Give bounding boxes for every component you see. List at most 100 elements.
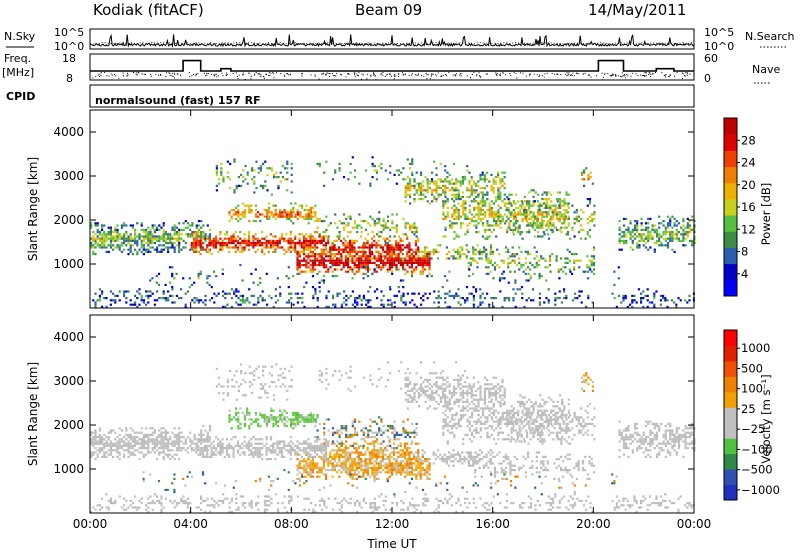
- scatter-cell: [237, 290, 240, 293]
- scatter-cell: [140, 438, 143, 441]
- scatter-cell: [101, 244, 104, 247]
- scatter-cell: [481, 235, 485, 238]
- scatter-cell: [105, 235, 108, 238]
- scatter-cell: [254, 244, 257, 247]
- scatter-cell: [189, 438, 192, 441]
- scatter-cell: [316, 253, 319, 256]
- scatter-cell: [669, 224, 672, 227]
- scatter-cell: [309, 246, 312, 249]
- scatter-cell: [305, 281, 308, 284]
- scatter-cell: [112, 248, 115, 251]
- scatter-cell: [488, 211, 491, 214]
- scatter-cell: [450, 294, 453, 297]
- scatter-cell: [684, 231, 687, 234]
- scatter-cell: [298, 272, 301, 275]
- nave-point: [325, 73, 327, 75]
- scatter-cell: [261, 290, 264, 293]
- scatter-cell: [237, 297, 240, 300]
- scatter-cell: [307, 255, 310, 258]
- scatter-cell: [386, 246, 389, 249]
- scatter-cell: [292, 418, 295, 421]
- scatter-cell: [408, 248, 411, 251]
- scatter-cell: [426, 255, 429, 258]
- scatter-cell: [386, 250, 389, 253]
- nave-point: [263, 76, 264, 78]
- scatter-cell: [129, 244, 132, 247]
- scatter-cell: [109, 303, 112, 306]
- scatter-cell: [543, 233, 546, 236]
- scatter-cell: [240, 184, 243, 187]
- scatter-cell: [393, 257, 396, 260]
- scatter-cell: [156, 248, 159, 251]
- scatter-cell: [557, 268, 560, 271]
- scatter-cell: [375, 264, 378, 267]
- scatter-cell: [477, 211, 480, 214]
- scatter-cell: [184, 442, 187, 445]
- scatter-cell: [233, 191, 236, 194]
- scatter-cell: [112, 237, 115, 240]
- scatter-cell: [442, 211, 445, 214]
- scatter-cell: [226, 176, 229, 179]
- scatter-cell: [250, 422, 253, 425]
- scatter-cell: [479, 176, 482, 179]
- scatter-cell: [399, 257, 402, 260]
- nave-point: [402, 73, 404, 75]
- scatter-cell: [261, 248, 264, 251]
- scatter-cell: [109, 228, 112, 231]
- scatter-cell: [629, 303, 632, 306]
- nave-point: [470, 77, 471, 79]
- scatter-cell: [464, 209, 467, 212]
- scatter-cell: [673, 222, 676, 225]
- scatter-cell: [395, 294, 398, 297]
- scatter-cell: [311, 268, 314, 271]
- scatter-cell: [158, 297, 161, 300]
- scatter-cell: [167, 242, 170, 245]
- scatter-cell: [156, 226, 159, 229]
- scatter-cell: [120, 226, 123, 229]
- nave-point: [623, 74, 625, 76]
- scatter-cell: [276, 244, 279, 247]
- scatter-cell: [424, 195, 427, 198]
- nave-point: [197, 73, 199, 75]
- scatter-cell: [127, 440, 130, 443]
- scatter-cell: [312, 414, 315, 417]
- scatter-cell: [336, 257, 339, 260]
- nave-point: [546, 72, 548, 74]
- scatter-cell: [509, 255, 512, 258]
- scatter-cell: [236, 442, 240, 445]
- scatter-cell: [316, 438, 319, 441]
- scatter-cell: [252, 294, 255, 297]
- scatter-cell: [98, 440, 101, 443]
- scatter-cell: [138, 442, 141, 445]
- scatter-cell: [262, 184, 265, 187]
- scatter-cell: [305, 418, 308, 421]
- scatter-cell: [417, 246, 420, 249]
- nave-point: [394, 74, 396, 76]
- scatter-cell: [201, 451, 204, 454]
- nave-point: [516, 77, 518, 79]
- scatter-cell: [340, 248, 343, 251]
- scatter-cell: [325, 264, 328, 267]
- scatter-cell: [267, 447, 270, 450]
- scatter-cell: [329, 257, 332, 260]
- scatter-cell: [290, 422, 293, 425]
- scatter-cell: [649, 246, 652, 249]
- scatter-cell: [494, 180, 497, 183]
- scatter-cell: [329, 253, 332, 256]
- scatter-cell: [246, 407, 249, 410]
- scatter-cell: [377, 264, 380, 267]
- nave-point: [193, 73, 194, 75]
- nave-point: [557, 73, 559, 75]
- scatter-cell: [360, 261, 363, 264]
- scatter-cell: [562, 266, 565, 269]
- scatter-cell: [357, 250, 360, 253]
- scatter-cell: [495, 235, 498, 238]
- scatter-cell: [334, 222, 337, 225]
- scatter-cell: [241, 451, 244, 454]
- scatter-cell: [351, 255, 354, 258]
- scatter-cell: [511, 228, 514, 231]
- scatter-cell: [228, 237, 231, 240]
- scatter-cell: [525, 217, 528, 220]
- scatter-cell: [644, 228, 648, 231]
- scatter-cell: [410, 270, 413, 273]
